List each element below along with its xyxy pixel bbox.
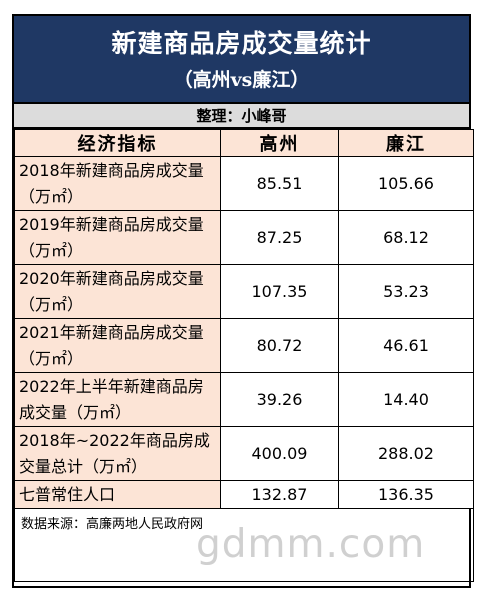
row-label: 七普常住人口	[14, 480, 221, 509]
cell-gaozhou: 132.87	[220, 480, 339, 509]
header-indicator: 经济指标	[14, 129, 221, 157]
table-row: 七普常住人口 132.87 136.35	[14, 480, 474, 509]
header-lianjiang: 廉江	[338, 129, 474, 157]
table-row: 2021年新建商品房成交量（万㎡） 80.72 46.61	[14, 318, 474, 373]
cell-lianjiang: 14.40	[338, 372, 474, 427]
row-label: 2021年新建商品房成交量（万㎡）	[14, 318, 221, 373]
cell-lianjiang: 46.61	[338, 318, 474, 373]
table-row: 2018年~2022年商品房成交量总计（万㎡） 400.09 288.02	[14, 426, 474, 481]
page-title: 新建商品房成交量统计	[111, 29, 372, 58]
cell-gaozhou: 85.51	[220, 156, 339, 211]
cell-gaozhou: 80.72	[220, 318, 339, 373]
row-label: 2018年~2022年商品房成交量总计（万㎡）	[14, 426, 221, 481]
cell-gaozhou: 87.25	[220, 210, 339, 265]
stats-table-card: 新建商品房成交量统计 （高州vs廉江） 整理：小峰哥 经济指标 高州 廉江 20…	[12, 14, 474, 588]
cell-lianjiang: 53.23	[338, 264, 474, 319]
cell-lianjiang: 288.02	[338, 426, 474, 481]
title-banner: 新建商品房成交量统计 （高州vs廉江）	[14, 16, 469, 104]
cell-gaozhou: 107.35	[220, 264, 339, 319]
row-label: 2019年新建商品房成交量（万㎡）	[14, 210, 221, 265]
header-gaozhou: 高州	[220, 129, 339, 157]
row-label: 2020年新建商品房成交量（万㎡）	[14, 264, 221, 319]
row-label: 2022年上半年新建商品房成交量（万㎡）	[14, 372, 221, 427]
compiler-credit: 整理：小峰哥	[14, 104, 469, 129]
table-row: 2020年新建商品房成交量（万㎡） 107.35 53.23	[14, 264, 474, 319]
cell-lianjiang: 68.12	[338, 210, 474, 265]
row-label: 2018年新建商品房成交量（万㎡）	[14, 156, 221, 211]
table-header-row: 经济指标 高州 廉江	[14, 129, 474, 157]
table-row: 2019年新建商品房成交量（万㎡） 87.25 68.12	[14, 210, 474, 265]
cell-gaozhou: 39.26	[220, 372, 339, 427]
table-row: 2018年新建商品房成交量（万㎡） 85.51 105.66	[14, 156, 474, 211]
cell-lianjiang: 136.35	[338, 480, 474, 509]
data-source-note: 数据来源：高廉两地人民政府网	[14, 508, 474, 582]
table-row: 2022年上半年新建商品房成交量（万㎡） 39.26 14.40	[14, 372, 474, 427]
data-table: 经济指标 高州 廉江 2018年新建商品房成交量（万㎡） 85.51 105.6…	[14, 129, 474, 582]
page-subtitle: （高州vs廉江）	[173, 69, 310, 91]
cell-gaozhou: 400.09	[220, 426, 339, 481]
cell-lianjiang: 105.66	[338, 156, 474, 211]
